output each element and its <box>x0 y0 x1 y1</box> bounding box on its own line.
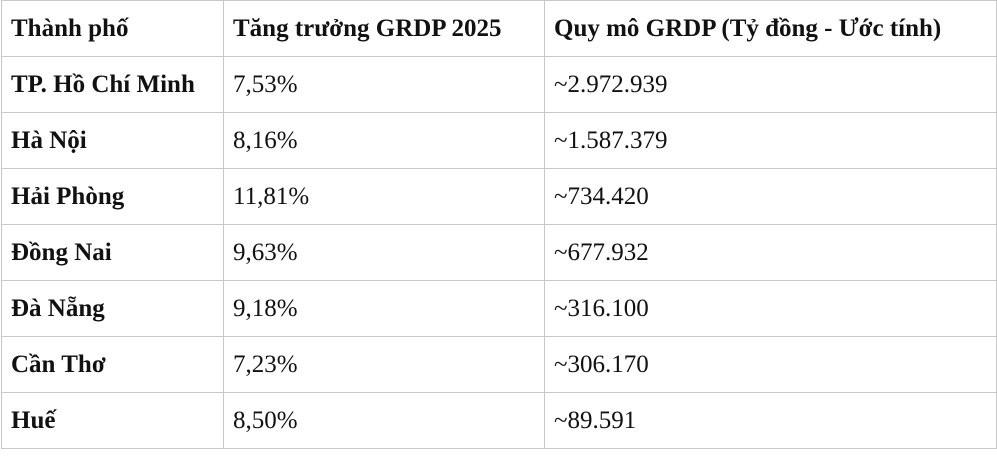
value-cell: 9,18% <box>223 280 545 337</box>
header-cell: Quy mô GRDP (Tỷ đồng - Ước tính) <box>544 0 997 57</box>
value-cell: 9,63% <box>223 224 545 281</box>
value-cell: ~1.587.379 <box>544 112 997 169</box>
city-cell: Cần Thơ <box>1 336 224 393</box>
value-cell: ~306.170 <box>544 336 997 393</box>
value-cell: ~2.972.939 <box>544 56 997 113</box>
table-row: Đà Nẵng 9,18% ~316.100 <box>1 280 997 337</box>
value-cell: 7,53% <box>223 56 545 113</box>
table-row: Hải Phòng 11,81% ~734.420 <box>1 168 997 225</box>
city-cell: TP. Hồ Chí Minh <box>1 56 224 113</box>
value-cell: ~734.420 <box>544 168 997 225</box>
table-row: Huế 8,50% ~89.591 <box>1 392 997 449</box>
table-row: Cần Thơ 7,23% ~306.170 <box>1 336 997 393</box>
city-cell: Huế <box>1 392 224 449</box>
value-cell: 7,23% <box>223 336 545 393</box>
value-cell: ~316.100 <box>544 280 997 337</box>
city-cell: Hà Nội <box>1 112 224 169</box>
table-row: TP. Hồ Chí Minh 7,53% ~2.972.939 <box>1 56 997 113</box>
city-cell: Đồng Nai <box>1 224 224 281</box>
value-cell: ~89.591 <box>544 392 997 449</box>
value-cell: 8,50% <box>223 392 545 449</box>
header-cell: Tăng trưởng GRDP 2025 <box>223 0 545 57</box>
table-row: Đồng Nai 9,63% ~677.932 <box>1 224 997 281</box>
value-cell: ~677.932 <box>544 224 997 281</box>
header-row: Thành phố Tăng trưởng GRDP 2025 Quy mô GRD… <box>1 0 997 57</box>
value-cell: 11,81% <box>223 168 545 225</box>
table-body: TP. Hồ Chí Minh 7,53% ~2.972.939 Hà Nội 8,16… <box>1 56 997 449</box>
city-cell: Đà Nẵng <box>1 280 224 337</box>
city-cell: Hải Phòng <box>1 168 224 225</box>
grdp-table: Thành phố Tăng trưởng GRDP 2025 Quy mô GRD… <box>1 0 997 449</box>
header-cell: Thành phố <box>1 0 224 57</box>
value-cell: 8,16% <box>223 112 545 169</box>
table-row: Hà Nội 8,16% ~1.587.379 <box>1 112 997 169</box>
